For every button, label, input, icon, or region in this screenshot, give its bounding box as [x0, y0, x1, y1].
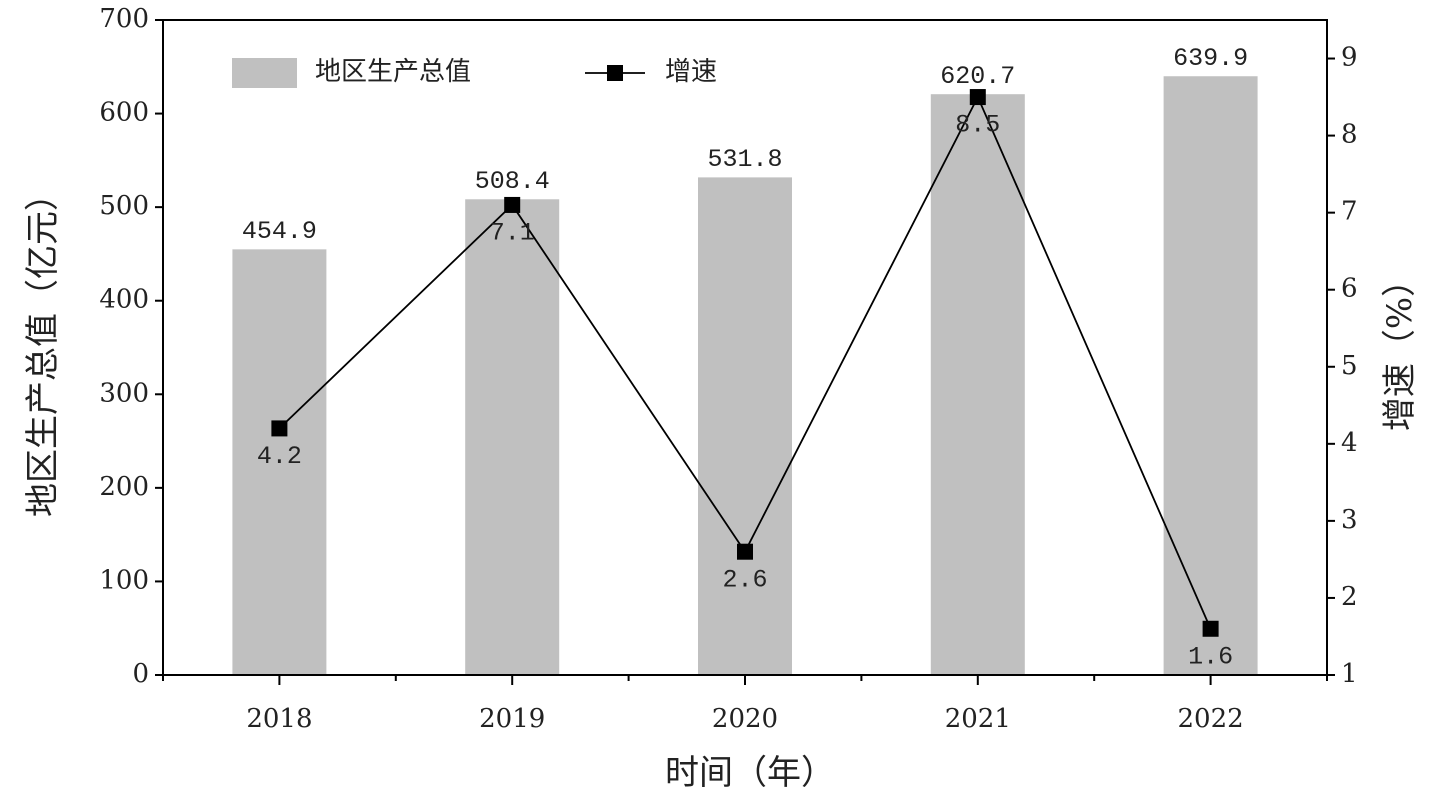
y2-tick-label: 5: [1341, 351, 1358, 381]
bar: [232, 249, 327, 675]
bar: [930, 94, 1025, 675]
y2-tick-label: 4: [1341, 428, 1358, 458]
y-tick-label: 500: [99, 191, 149, 221]
bar-value-label: 454.9: [242, 217, 317, 246]
y-tick-label: 200: [99, 472, 149, 502]
x-tick-label: 2022: [1178, 704, 1244, 734]
bar-value-label: 531.8: [707, 145, 782, 174]
y2-tick-label: 9: [1341, 43, 1358, 73]
bar: [465, 199, 560, 676]
y-tick-label: 600: [99, 98, 149, 128]
x-axis-title: 时间（年）: [665, 753, 835, 793]
y-tick-label: 0: [132, 659, 149, 689]
y-tick-label: 100: [99, 565, 149, 595]
bar-value-label: 620.7: [940, 62, 1015, 91]
y2-tick-label: 7: [1341, 197, 1358, 227]
x-tick-label: 2020: [712, 704, 778, 734]
line-marker: [1202, 620, 1219, 637]
legend-marker: [607, 65, 623, 81]
y2-tick-label: 8: [1341, 120, 1358, 150]
line-value-label: 7.1: [490, 219, 535, 248]
y2-tick-label: 3: [1341, 505, 1358, 535]
legend-label: 地区生产总值: [315, 57, 471, 87]
y-tick-label: 700: [99, 4, 149, 34]
y-tick-label: 400: [99, 285, 149, 315]
y-axis-title: 地区生产总值（亿元）: [23, 177, 63, 517]
y2-tick-label: 1: [1341, 659, 1358, 689]
y-tick-label: 300: [99, 378, 149, 408]
line-marker: [969, 89, 986, 106]
bar: [1163, 76, 1258, 675]
bar: [698, 177, 792, 675]
bar-value-label: 508.4: [475, 167, 550, 196]
line-marker: [737, 543, 753, 560]
line-marker: [504, 196, 521, 213]
x-tick-label: 2018: [246, 704, 312, 734]
plot-frame: [162, 19, 1328, 676]
y2-axis-title: 增速（%）: [1380, 263, 1420, 431]
x-tick-label: 2021: [945, 704, 1011, 734]
legend-label: 增速: [665, 57, 717, 87]
legend-swatch: [232, 58, 297, 88]
line-value-label: 4.2: [257, 442, 302, 471]
y2-tick-label: 6: [1341, 274, 1358, 304]
y2-tick-label: 2: [1341, 582, 1358, 612]
bar-value-label: 639.9: [1173, 44, 1248, 73]
line-value-label: 2.6: [722, 565, 767, 594]
x-tick-label: 2019: [479, 704, 545, 734]
line-marker: [271, 420, 288, 437]
line-value-label: 8.5: [955, 111, 1000, 140]
line-value-label: 1.6: [1188, 642, 1233, 671]
